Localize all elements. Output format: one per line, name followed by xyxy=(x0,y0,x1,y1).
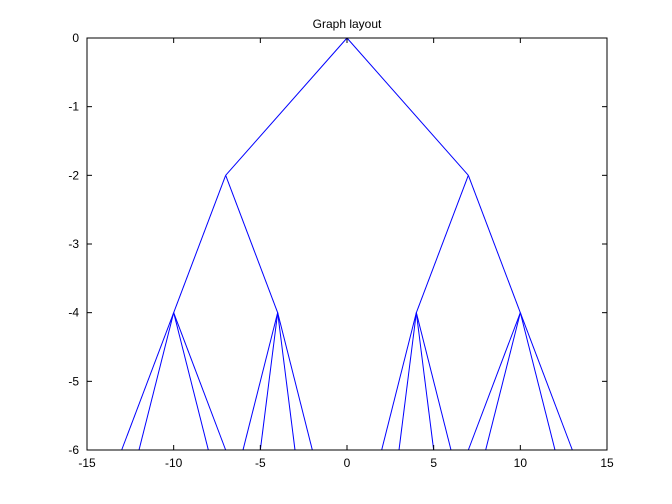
edge-RR-RR4 xyxy=(519,312,573,451)
edge-LL-LL1 xyxy=(121,312,175,451)
x-tick-label-2: -5 xyxy=(255,456,266,470)
edge-RL-RL1 xyxy=(381,312,417,451)
edge-LR-LR1 xyxy=(242,312,279,451)
edge-LL-LL4 xyxy=(173,312,227,451)
edge-RR-RR1 xyxy=(467,312,521,451)
x-tick-label-1: -10 xyxy=(165,456,183,470)
edge-root-L xyxy=(225,37,348,176)
edge-RL-RL3 xyxy=(415,312,435,451)
x-tick-label-0: -15 xyxy=(78,456,96,470)
edge-LR-LR2 xyxy=(259,312,279,451)
x-tick-label-6: 15 xyxy=(600,456,614,470)
x-tick-label-3: 0 xyxy=(344,456,351,470)
edge-R-RR xyxy=(467,175,521,313)
edge-L-LR xyxy=(225,175,279,313)
x-tick-label-5: 10 xyxy=(514,456,528,470)
y-tick-label-2: -2 xyxy=(68,168,79,182)
edge-RL-RL4 xyxy=(415,312,452,451)
edge-R-RL xyxy=(415,175,469,313)
y-tick-label-4: -4 xyxy=(68,306,79,320)
edge-L-LL xyxy=(173,175,227,313)
edge-root-R xyxy=(346,37,469,176)
y-tick-label-1: -1 xyxy=(68,100,79,114)
edge-RR-RR2 xyxy=(485,312,521,451)
edge-RR-RR3 xyxy=(519,312,556,451)
edge-LR-LR4 xyxy=(277,312,313,451)
edge-LL-LL3 xyxy=(173,312,209,451)
plot-area xyxy=(87,38,607,450)
x-tick-label-4: 5 xyxy=(430,456,437,470)
edges-layer xyxy=(121,37,573,451)
edge-LL-LL2 xyxy=(138,312,175,451)
ticks-layer: -15 -10 -5 0 5 10 15 0 -1 -2 -3 -4 -5 -6 xyxy=(68,31,614,470)
y-tick-label-6: -6 xyxy=(68,443,79,457)
chart-title: Graph layout xyxy=(313,17,382,31)
y-tick-label-0: 0 xyxy=(72,31,79,45)
edge-LR-LR3 xyxy=(277,312,296,451)
y-tick-label-3: -3 xyxy=(68,237,79,251)
edge-RL-RL2 xyxy=(398,312,417,451)
y-tick-label-5: -5 xyxy=(68,374,79,388)
